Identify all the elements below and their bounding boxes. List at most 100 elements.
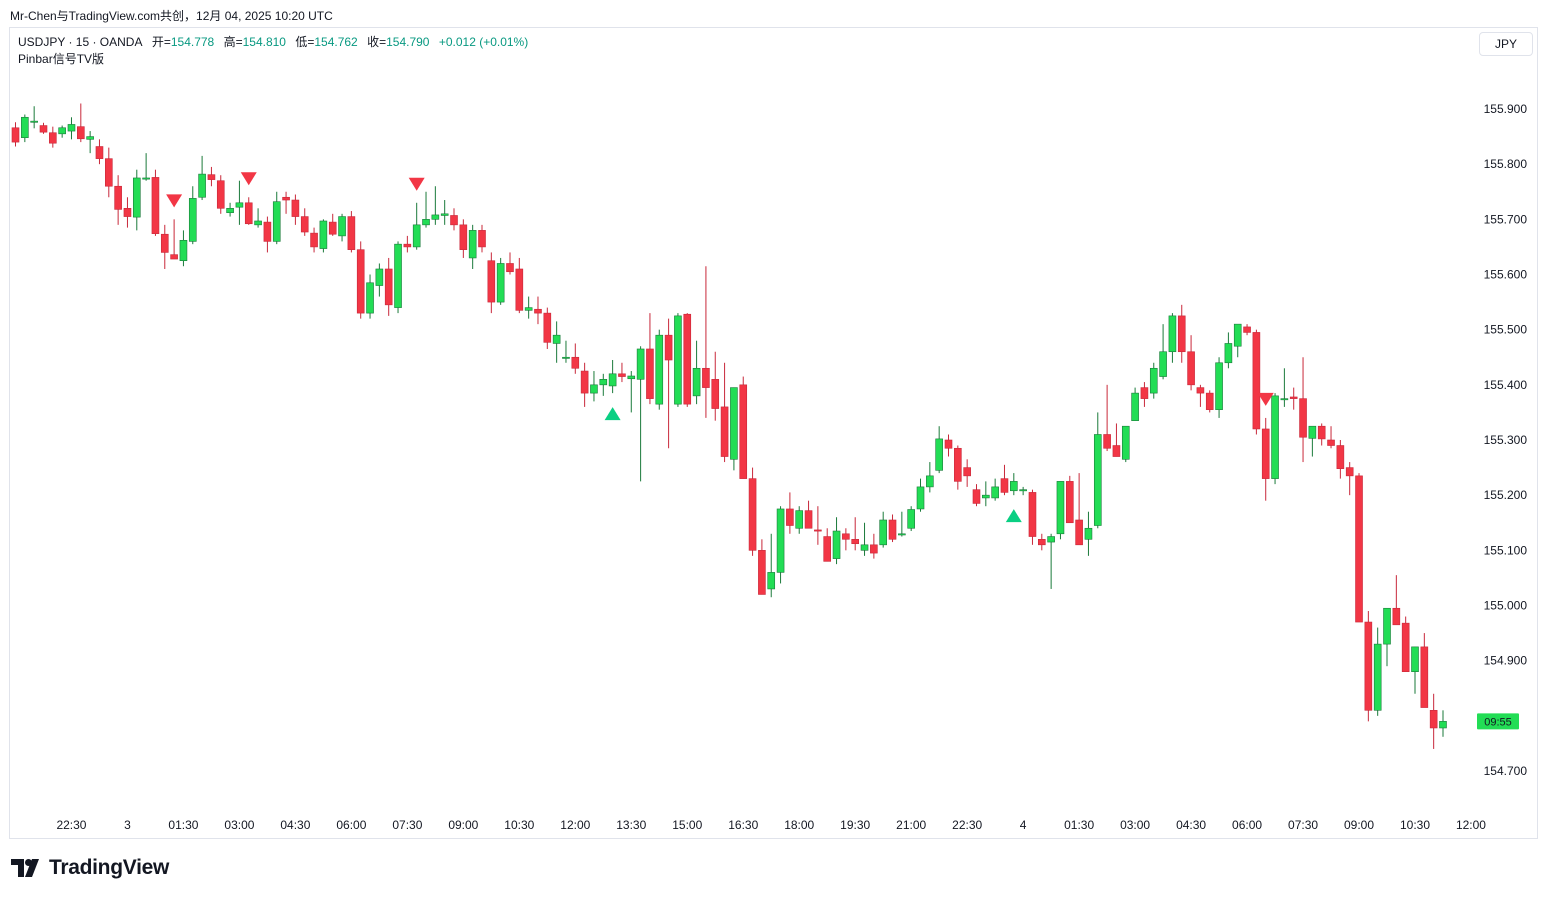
candle [1280, 368, 1289, 407]
candle-body [431, 214, 440, 220]
chart-frame[interactable] [9, 27, 1538, 839]
candle-body [506, 263, 514, 273]
legend-symbol[interactable]: USDJPY · 15 · OANDA [18, 35, 143, 49]
time-tick-label: 21:00 [896, 818, 926, 832]
candle-body [394, 243, 402, 308]
candle-body [105, 158, 113, 187]
candle-body [1093, 434, 1102, 526]
candle [142, 153, 150, 181]
candle-body [39, 125, 48, 133]
header-title: Mr-Chen与TradingView.com共创，12月 04, 2025 1… [10, 9, 333, 23]
candle-body [1401, 622, 1410, 672]
candle [86, 131, 94, 154]
candle-body [450, 215, 458, 226]
legend-change: +0.012 (+0.01%) [438, 35, 529, 49]
candle [711, 351, 720, 421]
candle-body [338, 216, 346, 237]
price-tick-label: 155.400 [1484, 378, 1528, 392]
candle [254, 208, 262, 228]
last-price-countdown: 09:55 [1484, 716, 1512, 728]
time-tick-label: 12:00 [1456, 818, 1486, 832]
candle [832, 517, 841, 565]
candle-body [823, 536, 832, 562]
candle-body [319, 220, 328, 249]
candle [767, 533, 776, 598]
currency-button[interactable]: JPY [1479, 32, 1533, 56]
chart-legend: USDJPY · 15 · OANDA 开=154.778 高=154.810 … [18, 34, 528, 68]
candle-body [1140, 387, 1149, 399]
candle [1439, 710, 1447, 737]
time-tick-label: 12:00 [560, 818, 590, 832]
candle [944, 434, 953, 457]
legend-high-label: 高= [223, 35, 243, 49]
candle [1261, 417, 1270, 501]
candle-body [795, 510, 804, 529]
candle [1047, 533, 1055, 589]
candle-body [562, 356, 570, 359]
legend-indicator-name[interactable]: Pinbar信号TV版 [18, 52, 105, 66]
candle [1131, 387, 1139, 421]
candle-body [851, 538, 860, 545]
candle [1065, 475, 1074, 524]
candle-body [1308, 425, 1317, 439]
time-tick-label: 10:30 [504, 818, 534, 832]
sell-signal-down-triangle-icon [408, 177, 425, 191]
candle-body [77, 126, 85, 140]
legend-symbol-row: USDJPY · 15 · OANDA 开=154.778 高=154.810 … [18, 34, 528, 51]
candle [207, 166, 216, 187]
brand-name: TradingView [49, 856, 170, 879]
price-tick-label: 155.500 [1484, 323, 1528, 337]
candle-body [870, 544, 878, 554]
candle-body [1112, 445, 1121, 457]
candle-body [282, 196, 290, 201]
candle [1299, 357, 1307, 463]
candle-body [739, 384, 748, 479]
candle-body [1317, 425, 1326, 440]
candle-body [1056, 481, 1065, 535]
candle [310, 227, 318, 253]
candle-body [1215, 362, 1223, 410]
candle-body [786, 508, 794, 526]
price-axis: 155.900 155.800 155.700 155.600 155.500 155.4… [1484, 102, 1528, 778]
candle [758, 539, 766, 595]
candle-body [991, 486, 999, 499]
price-tick-label: 155.100 [1484, 543, 1528, 557]
candle-body [179, 239, 188, 262]
candle-body [767, 572, 776, 590]
candle [1271, 393, 1279, 485]
candle [907, 506, 915, 532]
legend-low-label: 低= [295, 35, 315, 49]
candle-body [226, 208, 234, 214]
candle-body [1252, 332, 1261, 430]
candle-body [21, 116, 29, 138]
candle [366, 274, 374, 319]
candle-body [478, 230, 486, 248]
candle [291, 194, 300, 225]
candle-body [49, 132, 57, 144]
candle-body [1205, 392, 1214, 410]
candle-body [711, 379, 720, 409]
candle-body [1364, 621, 1373, 711]
candle [524, 296, 533, 319]
candle [562, 340, 570, 363]
candle [1168, 313, 1177, 363]
candle-body [459, 224, 468, 250]
candle-body [1280, 398, 1289, 401]
candle [1149, 362, 1158, 399]
candle-body [982, 494, 990, 499]
candle [702, 266, 710, 418]
candle [506, 252, 514, 275]
candle-body [571, 356, 580, 369]
time-tick-label: 06:00 [1232, 818, 1262, 832]
candle [478, 224, 486, 253]
candle-body [1047, 536, 1055, 543]
candle [1038, 533, 1046, 551]
candle-body [1243, 326, 1251, 333]
candle-body [86, 136, 94, 140]
candle-body [1103, 434, 1111, 449]
candle [1252, 329, 1261, 435]
candle [534, 296, 542, 325]
candle [590, 371, 598, 402]
tradingview-brand[interactable]: TradingView [11, 856, 169, 880]
